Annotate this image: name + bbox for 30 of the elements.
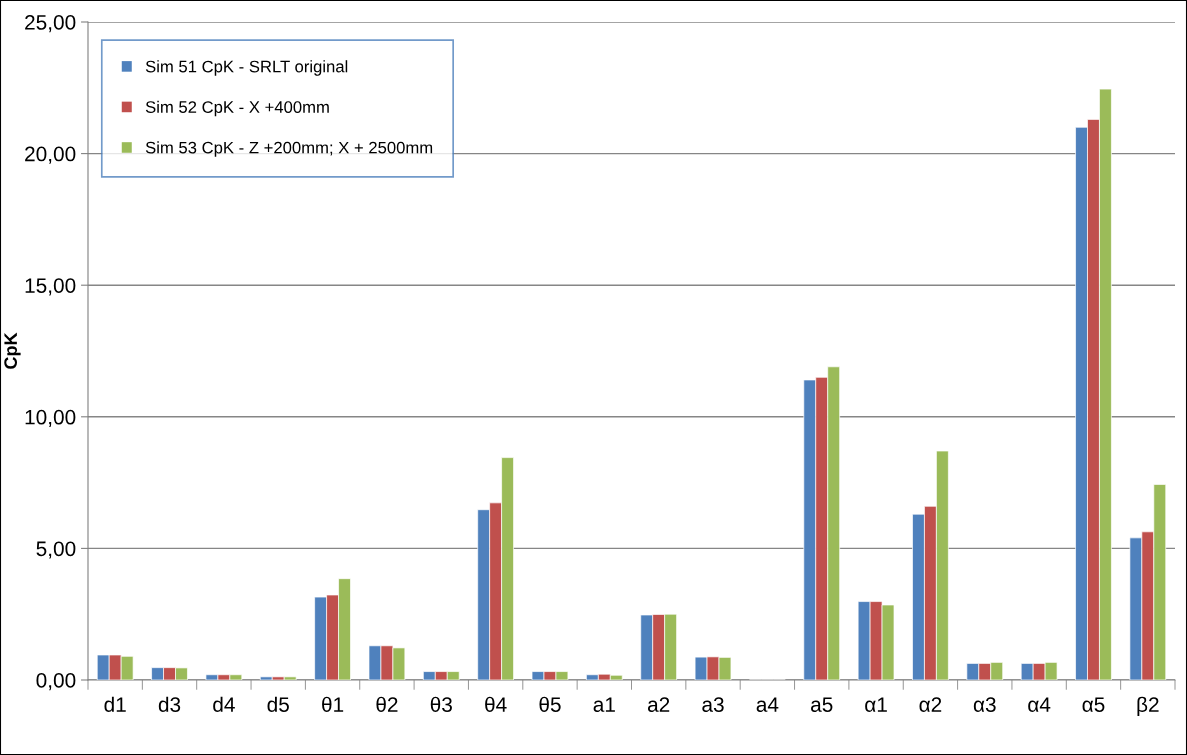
x-tick-label: θ2 <box>376 696 398 712</box>
legend-label: Sim 51 CpK - SRLT original <box>145 60 348 76</box>
x-tick-label: α3 <box>973 697 996 712</box>
x-tick-label: d1 <box>104 696 126 712</box>
x-tick-label: a2 <box>647 697 670 712</box>
x-tick-label: a1 <box>593 697 615 712</box>
x-tick-label: α4 <box>1028 697 1051 712</box>
x-tick-label: β2 <box>1137 696 1159 717</box>
y-axis-title: CpK <box>4 332 21 369</box>
y-tick-label: 15,00 <box>25 278 76 296</box>
x-tick-label: a5 <box>811 697 833 712</box>
y-tick-label: 20,00 <box>25 146 76 164</box>
x-tick-label: d4 <box>213 696 235 712</box>
y-tick-label: 0,00 <box>36 673 76 691</box>
x-tick-label: d5 <box>267 696 289 712</box>
x-tick-label: α2 <box>919 697 942 712</box>
x-tick-label: α5 <box>1082 697 1105 712</box>
x-tick-label: θ4 <box>485 696 507 712</box>
x-tick-label: α1 <box>865 697 887 712</box>
x-tick-label: θ3 <box>430 696 452 712</box>
legend-label: Sim 52 CpK - X +400mm <box>145 100 329 117</box>
x-tick-label: a3 <box>702 697 724 712</box>
x-tick-label: a4 <box>756 697 779 712</box>
y-tick-label: 25,00 <box>25 15 76 33</box>
y-tick-label: 10,00 <box>25 409 76 428</box>
x-tick-label: d3 <box>158 696 181 712</box>
legend-label: Sim 53 CpK - Z +200mm; X + 2500mm <box>145 141 433 157</box>
x-tick-label: θ1 <box>322 696 344 712</box>
y-tick-label: 5,00 <box>36 541 76 559</box>
x-tick-label: θ5 <box>539 696 561 712</box>
